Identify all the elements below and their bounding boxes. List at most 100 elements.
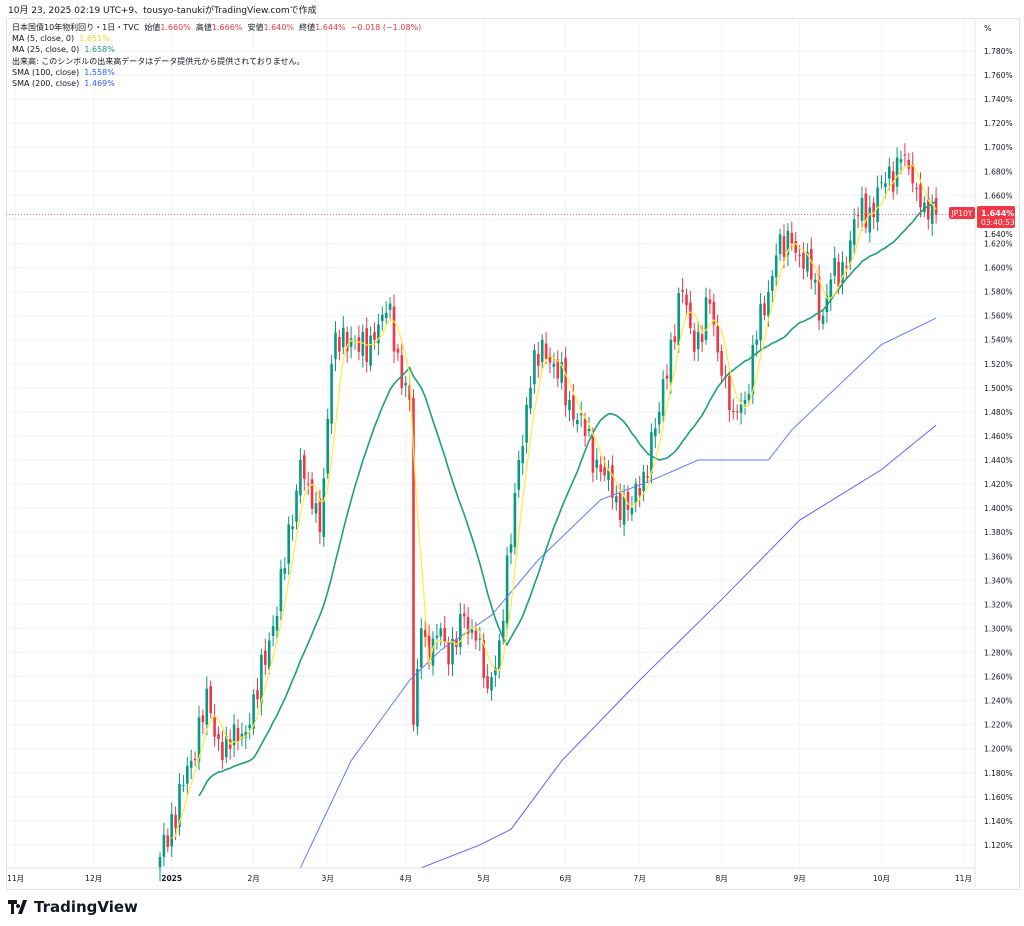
candle-body: [505, 555, 509, 624]
candle-body: [318, 498, 322, 533]
candle-body: [825, 295, 829, 313]
open-value: 1.660%: [160, 23, 191, 32]
candle-body: [509, 544, 513, 553]
candle-body: [373, 332, 376, 340]
price-tag-symbol: JP10Y: [951, 209, 973, 218]
candle-body: [490, 677, 493, 691]
candle-body: [462, 613, 466, 617]
legend-ma5[interactable]: MA (5, close, 0) 1.651%: [12, 33, 421, 44]
low-value: 1.640%: [263, 23, 295, 32]
candle-body: [622, 496, 626, 525]
candle-body: [178, 783, 181, 828]
candle-body: [774, 255, 778, 278]
candle-body: [225, 736, 228, 757]
candle-body: [852, 219, 856, 245]
price-tick-label: 1.560%: [984, 312, 1013, 321]
candle-body: [310, 479, 314, 509]
candle-body: [275, 615, 279, 631]
candle-body: [408, 385, 411, 400]
candle-body: [252, 694, 255, 729]
time-tick-label: 11月: [7, 874, 24, 883]
time-tick-label: 4月: [400, 874, 412, 883]
price-tick-label: 1.380%: [984, 528, 1013, 537]
candle-body: [548, 354, 552, 363]
candle-body: [314, 503, 318, 514]
candle-body: [568, 399, 571, 410]
candle-body: [790, 232, 794, 244]
candle-body: [427, 635, 431, 665]
candle-body: [880, 182, 883, 184]
candle-body: [626, 491, 630, 510]
price-tick-label: 1.160%: [984, 793, 1013, 802]
axis-unit: %: [984, 24, 992, 33]
candle-body: [607, 469, 610, 481]
candle-body: [786, 230, 790, 255]
candle-body: [423, 629, 427, 637]
price-tick-label: 1.640%: [984, 230, 1013, 239]
candle-body: [271, 626, 275, 636]
candle-body: [696, 332, 700, 350]
candle-body: [888, 166, 891, 179]
ma25-label: MA (25, close, 0): [12, 45, 80, 55]
time-tick-label: 5月: [478, 874, 490, 883]
candle-body: [751, 345, 755, 395]
legend-volume[interactable]: 出来高: このシンボルの出来高データはデータ提供元から提供されておりません。: [12, 56, 421, 67]
candle-body: [833, 257, 836, 276]
chart-frame[interactable]: [6, 18, 1020, 890]
candle-body: [482, 640, 485, 678]
candle-body: [813, 279, 817, 283]
candle-body: [849, 240, 852, 264]
chart-legend: 日本国債10年物利回り・1日・TVC 始値1.660% 高値1.666% 安値1…: [12, 22, 421, 89]
candle-body: [810, 248, 813, 280]
close-label: 終値: [299, 23, 316, 32]
candle-body: [529, 387, 532, 409]
price-tag-value: 1.644%: [981, 209, 1014, 218]
candle-body: [439, 628, 443, 637]
tradingview-logo[interactable]: TradingView: [8, 898, 138, 916]
candle-body: [759, 304, 762, 341]
candle-body: [396, 348, 400, 353]
time-tick-label: 2025: [161, 874, 182, 883]
price-tick-label: 1.720%: [984, 119, 1013, 128]
price-tick-label: 1.660%: [984, 191, 1013, 200]
candle-body: [213, 715, 216, 737]
candle-body: [431, 638, 435, 666]
candle-body: [915, 188, 918, 190]
candle-body: [638, 487, 641, 496]
candle-body: [704, 297, 708, 340]
price-tick-label: 1.760%: [984, 71, 1013, 80]
time-tick-label: 11月: [955, 874, 972, 883]
candle-body: [911, 164, 914, 184]
candle-body: [349, 338, 353, 347]
candle-body: [256, 690, 259, 700]
price-tick-label: 1.540%: [984, 336, 1013, 345]
candle-body: [205, 688, 209, 725]
legend-sma100[interactable]: SMA (100, close) 1.558%: [12, 67, 421, 78]
time-tick-label: 7月: [634, 874, 646, 883]
candle-body: [217, 733, 220, 740]
candle-body: [388, 303, 392, 310]
candle-body: [466, 617, 470, 634]
candle-body: [872, 202, 875, 218]
candle-body: [856, 215, 860, 217]
high-label: 高値: [195, 23, 212, 32]
candle-body: [384, 312, 388, 319]
legend-sma200[interactable]: SMA (200, close) 1.469%: [12, 78, 421, 89]
candle-body: [455, 638, 458, 647]
legend-ma25[interactable]: MA (25, close, 0) 1.658%: [12, 44, 421, 55]
indicator-lines: [6, 164, 975, 869]
candle-body: [611, 464, 614, 498]
candle-body: [189, 760, 193, 768]
candle-body: [248, 724, 251, 729]
candle-body: [794, 241, 797, 253]
candle-body: [474, 630, 478, 641]
candle-body: [334, 332, 337, 360]
candle-body: [615, 496, 618, 503]
candle-body: [435, 635, 439, 638]
legend-symbol-row[interactable]: 日本国債10年物利回り・1日・TVC 始値1.660% 高値1.666% 安値1…: [12, 22, 421, 33]
candle-body: [345, 332, 349, 352]
price-tick-label: 1.740%: [984, 95, 1013, 104]
candle-body: [287, 524, 290, 564]
candle-body: [326, 418, 329, 474]
